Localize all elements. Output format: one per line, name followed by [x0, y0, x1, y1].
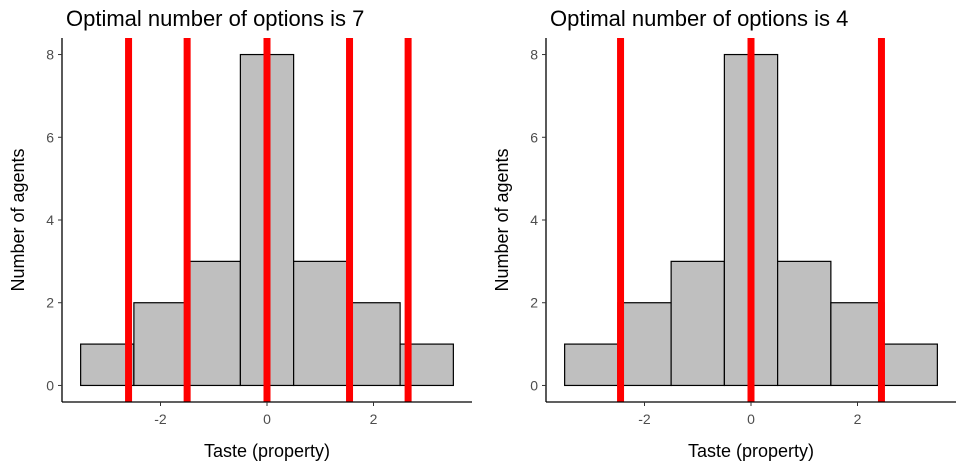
y-tick-label: 6 [530, 129, 538, 145]
x-axis-label: Taste (property) [688, 441, 814, 461]
chart-panel-left: Optimal number of options is 7 0 2 4 6 8 -2 0 2 T… [8, 6, 472, 461]
x-tick-label: 2 [854, 411, 862, 427]
x-tick-label: -2 [154, 411, 167, 427]
histogram-bar [883, 343, 938, 387]
histogram-bar [186, 260, 241, 387]
y-tick-label: 2 [46, 295, 54, 311]
y-tick-label: 4 [46, 212, 54, 228]
histogram-chart: Optimal number of options is 4 0 2 4 6 8 -2 0 2 T… [492, 6, 956, 461]
y-tick-label: 2 [530, 295, 538, 311]
y-tick-label: 0 [46, 377, 54, 393]
y-tick-label: 8 [530, 47, 538, 63]
x-tick-label: 0 [263, 411, 271, 427]
histogram-bar [564, 343, 619, 387]
histogram-bar [346, 302, 401, 387]
histogram-bar [133, 302, 188, 387]
chart-title: Optimal number of options is 4 [550, 6, 848, 31]
histogram-bar [777, 260, 832, 387]
histogram-bar [293, 260, 348, 387]
chart-title: Optimal number of options is 7 [66, 6, 364, 31]
y-tick-label: 0 [530, 377, 538, 393]
x-tick-label: 0 [747, 411, 755, 427]
histogram-chart: Optimal number of options is 7 0 2 4 6 8 -2 0 2 T… [8, 6, 472, 461]
x-tick-label: 2 [370, 411, 378, 427]
x-tick-label: -2 [638, 411, 651, 427]
y-tick-label: 6 [46, 129, 54, 145]
histogram-bar [80, 343, 135, 387]
y-tick-label: 8 [46, 47, 54, 63]
histogram-bar [670, 260, 725, 387]
histogram-bar [830, 302, 885, 387]
x-axis-label: Taste (property) [204, 441, 330, 461]
y-axis-label: Number of agents [8, 148, 28, 291]
y-axis-label: Number of agents [492, 148, 512, 291]
histogram-bar [617, 302, 672, 387]
y-tick-label: 4 [530, 212, 538, 228]
chart-panel-right: Optimal number of options is 4 0 2 4 6 8 -2 0 2 T… [484, 0, 968, 469]
